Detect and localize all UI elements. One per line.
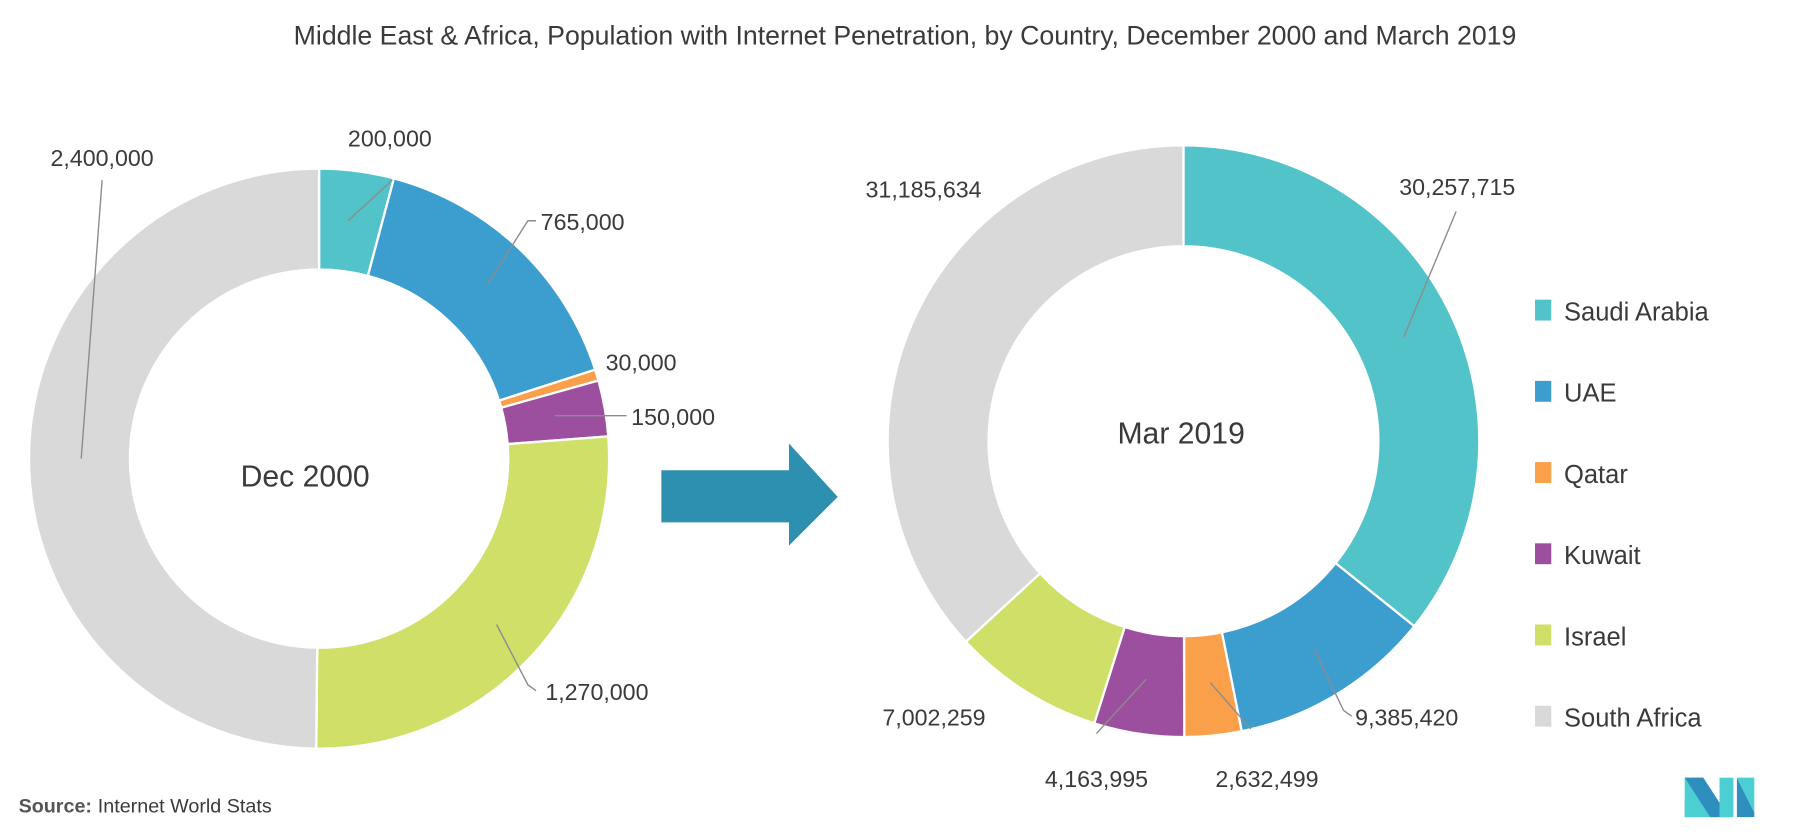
leader-line bbox=[495, 624, 537, 692]
center-label-mar-2019: Mar 2019 bbox=[1117, 418, 1244, 451]
data-label-kuwait-2000: 150,000 bbox=[631, 404, 715, 430]
donut-dec-2000 bbox=[27, 167, 611, 750]
data-label-qatar-2019: 2,632,499 bbox=[1215, 766, 1318, 792]
data-label-kuwait-2019: 4,163,995 bbox=[1045, 766, 1148, 792]
data-label-qatar-2000: 30,000 bbox=[606, 349, 677, 375]
data-label-uae-2000: 765,000 bbox=[541, 209, 625, 235]
data-label-saudi-2019: 30,257,715 bbox=[1399, 174, 1515, 200]
leader-line bbox=[80, 180, 103, 459]
donut-slice-south-africa bbox=[886, 144, 1185, 644]
source-text: Internet World Stats bbox=[98, 795, 272, 817]
legend-swatch-uae bbox=[1535, 380, 1552, 402]
legend-swatch-south-africa bbox=[1535, 705, 1552, 727]
donut-slice-saudi-arabia bbox=[1182, 144, 1481, 628]
center-label-dec-2000: Dec 2000 bbox=[241, 460, 370, 493]
data-label-saudi-2000: 200,000 bbox=[348, 126, 432, 152]
data-label-southafrica-2019: 31,185,634 bbox=[866, 177, 982, 203]
legend-label: Qatar bbox=[1564, 461, 1628, 489]
data-label-southafrica-2000: 2,400,000 bbox=[51, 145, 154, 171]
leader-line bbox=[347, 179, 393, 222]
legend-swatch-kuwait bbox=[1535, 543, 1552, 565]
data-label-uae-2019: 9,385,420 bbox=[1355, 704, 1458, 730]
leader-line bbox=[1403, 211, 1457, 338]
legend-label: Israel bbox=[1564, 623, 1626, 651]
legend-swatch-saudi-arabia bbox=[1535, 299, 1552, 321]
donut-mar-2019 bbox=[886, 144, 1481, 739]
source-note: Source: Internet World Stats bbox=[19, 795, 272, 817]
donut-slice-south-africa bbox=[27, 167, 321, 750]
legend-swatch-israel bbox=[1535, 624, 1552, 646]
leader-line bbox=[486, 220, 537, 285]
leader-lines bbox=[80, 179, 1457, 735]
legend-label: Saudi Arabia bbox=[1564, 299, 1710, 327]
arrow-right-icon bbox=[661, 443, 838, 546]
legend-label: South Africa bbox=[1564, 705, 1702, 733]
legend-swatch-qatar bbox=[1535, 462, 1552, 483]
source-prefix: Source: bbox=[19, 795, 92, 817]
logo bbox=[1684, 777, 1755, 818]
legend: Saudi Arabia UAE Qatar Kuwait Israel Sou… bbox=[1535, 299, 1710, 733]
leader-line bbox=[1095, 678, 1147, 735]
chart-title: Middle East & Africa, Population with In… bbox=[294, 20, 1517, 50]
legend-label: UAE bbox=[1564, 380, 1616, 408]
data-label-israel-2000: 1,270,000 bbox=[545, 679, 648, 705]
data-label-israel-2019: 7,002,259 bbox=[882, 704, 985, 730]
leader-line bbox=[1313, 649, 1353, 717]
leader-line bbox=[1209, 682, 1252, 730]
donut-slice-israel bbox=[315, 435, 611, 750]
legend-label: Kuwait bbox=[1564, 542, 1641, 570]
